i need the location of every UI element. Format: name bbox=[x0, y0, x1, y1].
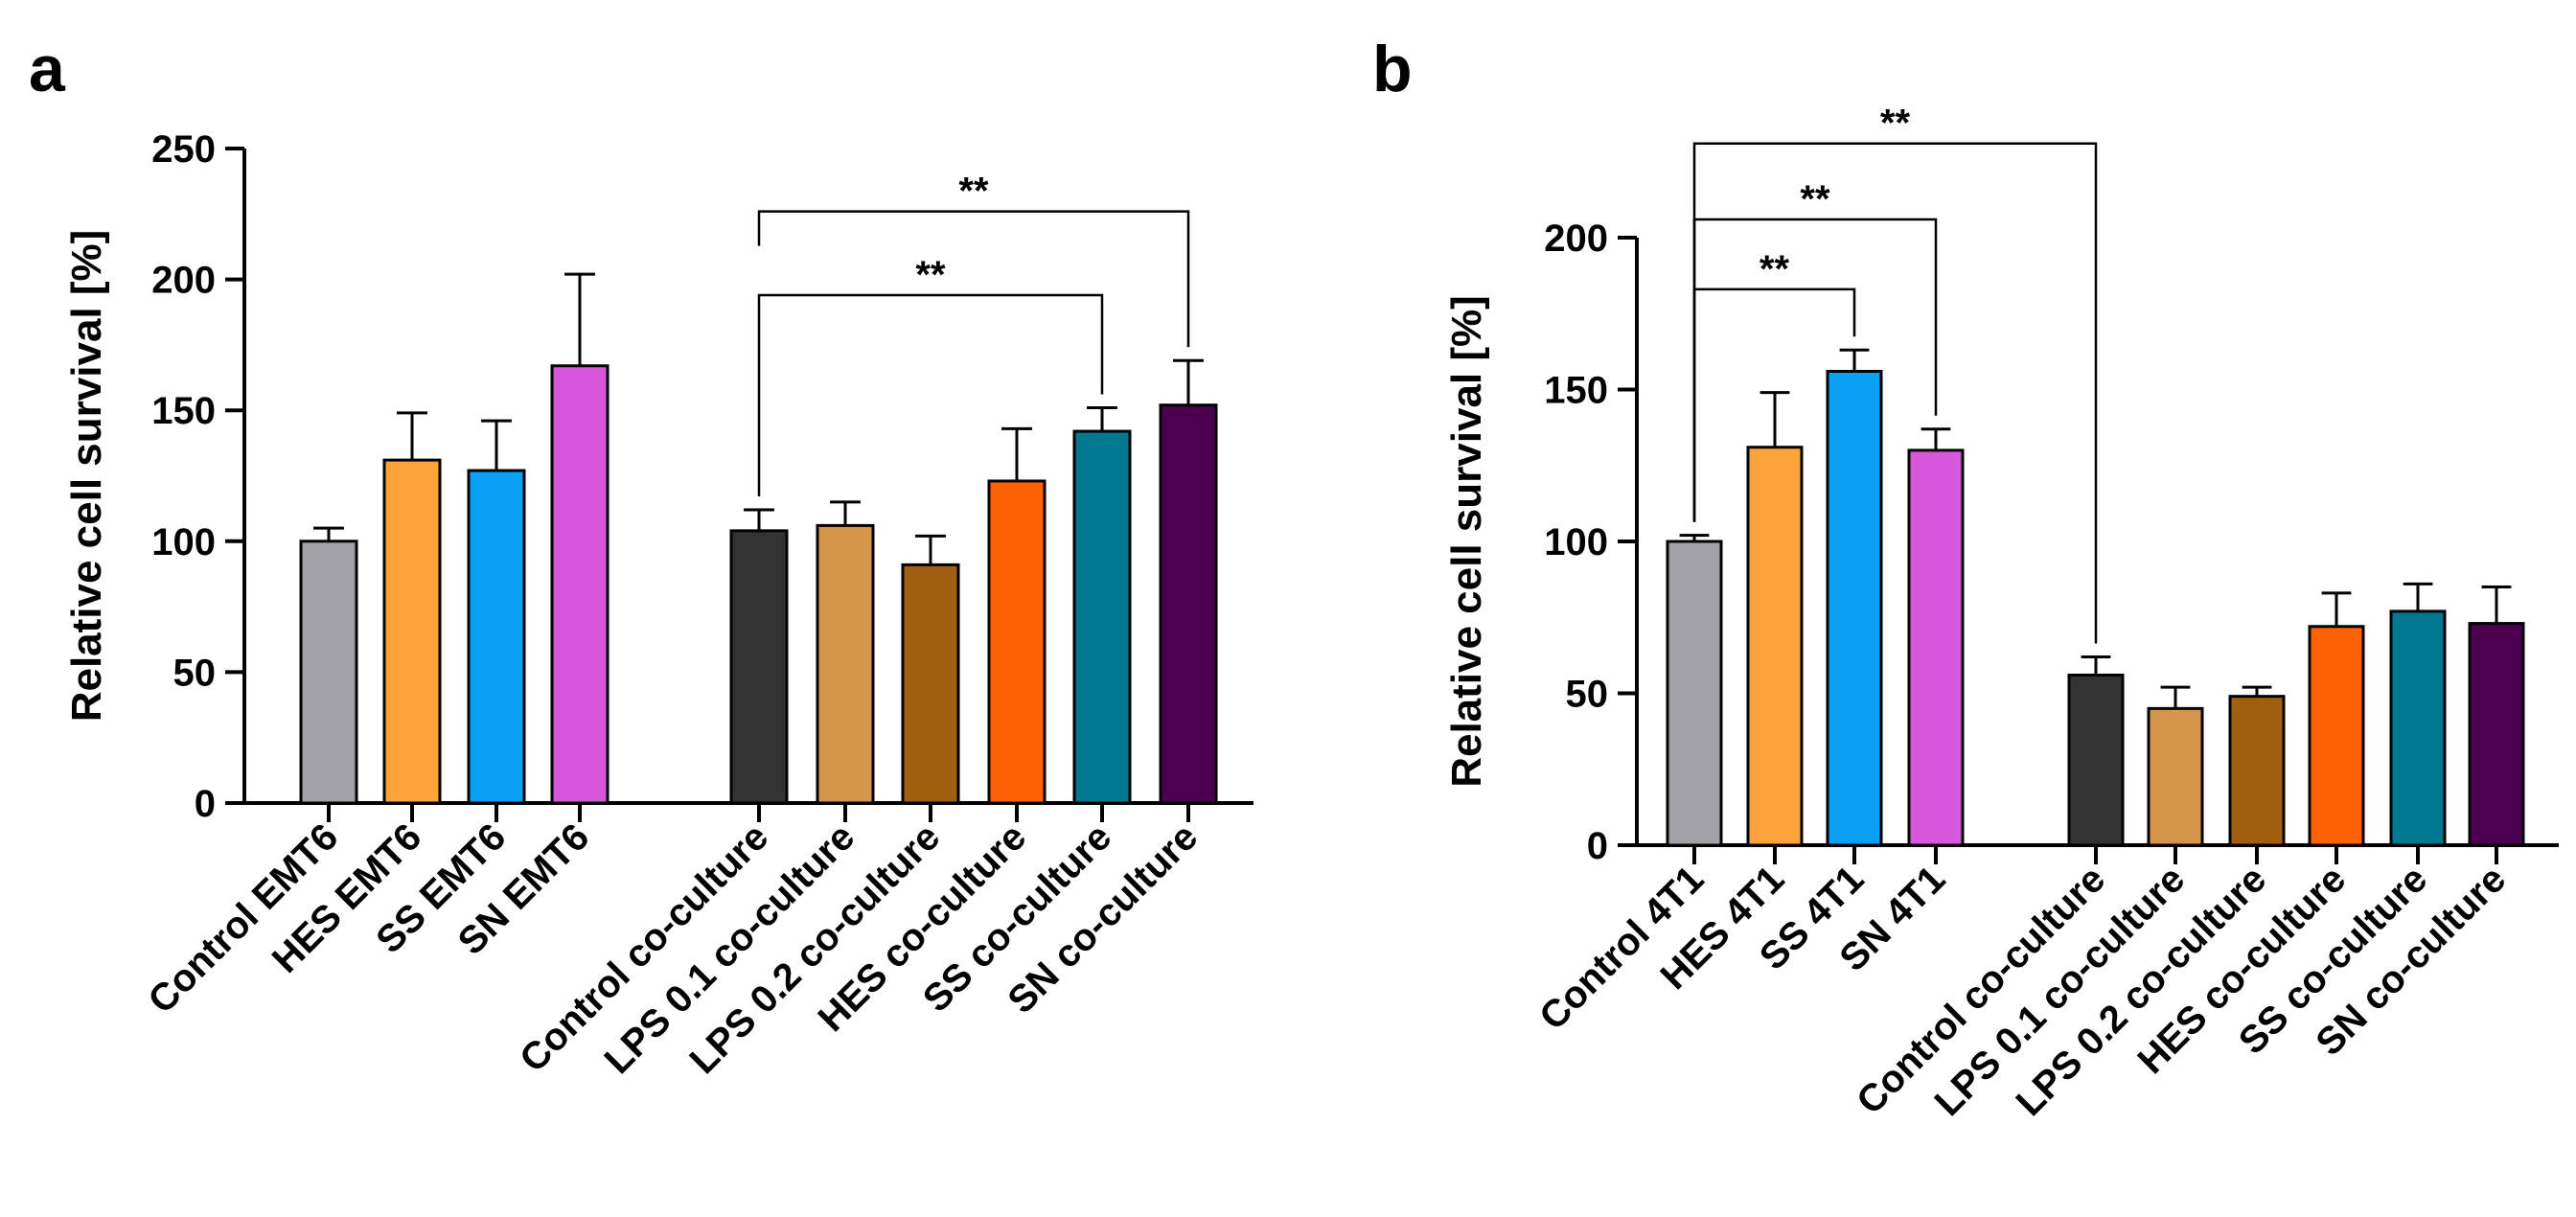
y-tick-label: 100 bbox=[1544, 521, 1608, 563]
bar-lps-0-1-co-culture bbox=[816, 523, 875, 805]
y-tick-label: 200 bbox=[151, 260, 216, 302]
bar-hes-4t1 bbox=[1746, 446, 1804, 847]
significance-label: ** bbox=[1800, 178, 1830, 220]
significance-bracket bbox=[1692, 142, 2098, 644]
y-tick-label: 50 bbox=[173, 652, 217, 694]
significance-bracket bbox=[757, 293, 1104, 497]
significance-label: ** bbox=[1760, 248, 1790, 290]
y-tick-label: 250 bbox=[151, 128, 216, 171]
y-tick-label: 150 bbox=[1544, 370, 1608, 412]
bar-hes-co-culture bbox=[987, 479, 1046, 805]
significance-bracket bbox=[1692, 218, 1938, 522]
bar-control-co-culture bbox=[729, 529, 789, 805]
significance-bracket bbox=[757, 210, 1190, 348]
y-tick-label: 0 bbox=[195, 783, 216, 825]
bar-lps-0-2-co-culture bbox=[2228, 695, 2286, 847]
y-tick-label: 200 bbox=[1544, 218, 1608, 260]
bar-sn-emt6 bbox=[550, 364, 610, 805]
bar-lps-0-1-co-culture bbox=[2147, 706, 2204, 847]
bar-ss-co-culture bbox=[1072, 429, 1132, 805]
significance-label: ** bbox=[1880, 103, 1911, 145]
bar-sn-co-culture bbox=[2468, 622, 2525, 847]
panel-a-chart: a Relative cell survival [%] 0 50 100 150 200 2… bbox=[29, 33, 1254, 1082]
bar-hes-emt6 bbox=[382, 458, 442, 805]
bar-control-4t1 bbox=[1666, 540, 1723, 847]
bar-control-co-culture bbox=[2067, 673, 2125, 847]
panel-label: b bbox=[1372, 33, 1413, 105]
significance-label: ** bbox=[958, 171, 989, 213]
bar-ss-co-culture bbox=[2389, 609, 2447, 847]
y-tick-label: 150 bbox=[151, 390, 216, 432]
bar-hes-co-culture bbox=[2308, 625, 2365, 847]
bar-sn-4t1 bbox=[1907, 448, 1965, 847]
bar-lps-0-2-co-culture bbox=[901, 563, 960, 805]
bar-sn-co-culture bbox=[1159, 403, 1218, 805]
y-axis-title: Relative cell survival [%] bbox=[63, 230, 110, 723]
significance-label: ** bbox=[915, 254, 946, 296]
y-tick-label: 100 bbox=[151, 521, 216, 563]
bar-ss-emt6 bbox=[467, 469, 526, 805]
y-axis-title: Relative cell survival [%] bbox=[1443, 295, 1490, 788]
bar-ss-4t1 bbox=[1826, 369, 1883, 847]
bar-control-emt6 bbox=[299, 540, 358, 805]
panel-label: a bbox=[29, 33, 66, 105]
y-tick-label: 0 bbox=[1587, 825, 1608, 867]
y-tick-label: 50 bbox=[1566, 674, 1609, 716]
